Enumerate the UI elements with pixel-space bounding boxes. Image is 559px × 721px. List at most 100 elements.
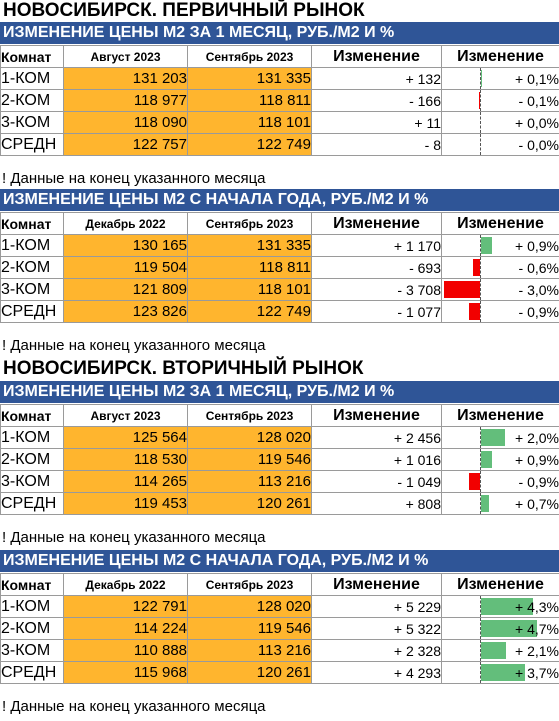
change-pct-cell: + 0,9% bbox=[441, 234, 559, 257]
databar-positive bbox=[481, 70, 483, 87]
databar-axis bbox=[480, 257, 481, 278]
room-type-cell: 3-КОМ bbox=[0, 278, 64, 301]
price-end-cell: 113 216 bbox=[187, 639, 312, 662]
price-end-cell: 118 101 bbox=[187, 278, 312, 301]
databar-positive bbox=[481, 642, 507, 659]
price-end-cell: 120 261 bbox=[187, 492, 312, 515]
change-abs-cell: - 1 049 bbox=[311, 470, 442, 493]
header-period-start: Август 2023 bbox=[63, 404, 188, 427]
table-row: 2-КОМ 118 530 119 546 + 1 016 + 0,9% bbox=[0, 448, 559, 471]
room-type-cell: 1-КОМ bbox=[0, 426, 64, 449]
table-subtitle: ИЗМЕНЕНИЕ ЦЕНЫ М2 С НАЧАЛА ГОДА, РУБ./М2… bbox=[0, 550, 559, 572]
price-start-cell: 118 530 bbox=[63, 448, 188, 471]
price-end-cell: 131 335 bbox=[187, 67, 312, 90]
price-start-cell: 119 453 bbox=[63, 492, 188, 515]
change-abs-cell: - 693 bbox=[311, 256, 442, 279]
price-start-cell: 115 968 bbox=[63, 661, 188, 684]
header-period-start: Август 2023 bbox=[63, 45, 188, 68]
room-type-cell: 1-КОМ bbox=[0, 67, 64, 90]
header-period-start: Декабрь 2022 bbox=[63, 212, 188, 235]
table-row: 1-КОМ 122 791 128 020 + 5 229 + 4,3% bbox=[0, 595, 559, 618]
header-row: Комнат Август 2023 Сентябрь 2023 Изменение И… bbox=[0, 45, 559, 68]
change-pct-cell: + 4,3% bbox=[441, 595, 559, 618]
table-subtitle: ИЗМЕНЕНИЕ ЦЕНЫ М2 ЗА 1 МЕСЯЦ, РУБ./М2 И … bbox=[0, 381, 559, 403]
change-abs-cell: - 1 077 bbox=[311, 300, 442, 323]
price-start-cell: 125 564 bbox=[63, 426, 188, 449]
change-abs-cell: - 3 708 bbox=[311, 278, 442, 301]
change-abs-cell: - 8 bbox=[311, 133, 442, 156]
change-pct-text: - 0,9% bbox=[518, 473, 559, 490]
change-abs-cell: + 808 bbox=[311, 492, 442, 515]
header-period-start: Декабрь 2022 bbox=[63, 573, 188, 596]
databar-axis bbox=[480, 112, 481, 133]
change-pct-text: - 3,0% bbox=[518, 281, 559, 298]
databar-negative bbox=[469, 303, 480, 320]
price-end-cell: 118 101 bbox=[187, 111, 312, 134]
price-start-cell: 121 809 bbox=[63, 278, 188, 301]
header-change-pct: Изменение bbox=[441, 45, 559, 68]
change-pct-text: + 0,0% bbox=[515, 114, 559, 131]
change-pct-cell: - 0,9% bbox=[441, 300, 559, 323]
price-end-cell: 120 261 bbox=[187, 661, 312, 684]
change-pct-text: + 3,7% bbox=[515, 664, 559, 681]
price-start-cell: 131 203 bbox=[63, 67, 188, 90]
table-subtitle: ИЗМЕНЕНИЕ ЦЕНЫ М2 ЗА 1 МЕСЯЦ, РУБ./М2 И … bbox=[0, 22, 559, 44]
price-start-cell: 122 757 bbox=[63, 133, 188, 156]
change-abs-cell: - 166 bbox=[311, 89, 442, 112]
price-end-cell: 128 020 bbox=[187, 426, 312, 449]
change-pct-text: + 0,7% bbox=[515, 495, 559, 512]
header-rooms: Комнат bbox=[0, 573, 64, 596]
price-start-cell: 118 977 bbox=[63, 89, 188, 112]
header-change-abs: Изменение bbox=[311, 45, 442, 68]
databar-axis bbox=[480, 640, 481, 661]
room-type-cell: 1-КОМ bbox=[0, 595, 64, 618]
price-end-cell: 128 020 bbox=[187, 595, 312, 618]
price-start-cell: 119 504 bbox=[63, 256, 188, 279]
databar-axis bbox=[480, 471, 481, 492]
change-pct-text: + 0,9% bbox=[515, 451, 559, 468]
change-abs-cell: + 132 bbox=[311, 67, 442, 90]
databar-axis bbox=[480, 427, 481, 448]
change-abs-cell: + 11 bbox=[311, 111, 442, 134]
change-pct-text: - 0,0% bbox=[518, 136, 559, 153]
change-abs-cell: + 2 456 bbox=[311, 426, 442, 449]
table-footnote: ! Данные на конец указанного месяца bbox=[2, 170, 266, 187]
databar-axis bbox=[480, 449, 481, 470]
header-change-pct: Изменение bbox=[441, 573, 559, 596]
table-row: СРЕДН 122 757 122 749- 8 - 0,0% bbox=[0, 133, 559, 156]
table-row: 3-КОМ 118 090 118 101 + 11 + 0,0% bbox=[0, 111, 559, 134]
header-change-abs: Изменение bbox=[311, 212, 442, 235]
room-type-cell: 2-КОМ bbox=[0, 448, 64, 471]
price-start-cell: 114 224 bbox=[63, 617, 188, 640]
change-pct-cell: + 2,1% bbox=[441, 639, 559, 662]
change-pct-text: + 4,3% bbox=[515, 598, 559, 615]
databar-positive bbox=[481, 495, 490, 512]
change-pct-text: + 2,1% bbox=[515, 642, 559, 659]
price-start-cell: 130 165 bbox=[63, 234, 188, 257]
section-title: НОВОСИБИРСК. ПЕРВИЧНЫЙ РЫНОК bbox=[3, 0, 365, 21]
room-type-cell: СРЕДН bbox=[0, 300, 64, 323]
price-table: Комнат Декабрь 2022 Сентябрь 2023 Изменение… bbox=[0, 573, 559, 684]
price-start-cell: 110 888 bbox=[63, 639, 188, 662]
price-end-cell: 118 811 bbox=[187, 89, 312, 112]
databar-negative bbox=[444, 281, 480, 298]
databar-positive bbox=[481, 664, 526, 681]
price-start-cell: 122 791 bbox=[63, 595, 188, 618]
table-footnote: ! Данные на конец указанного месяца bbox=[2, 529, 266, 546]
table-row: 3-КОМ 121 809 118 101- 3 708 - 3,0% bbox=[0, 278, 559, 301]
change-pct-text: + 0,9% bbox=[515, 237, 559, 254]
room-type-cell: 1-КОМ bbox=[0, 234, 64, 257]
section-title: НОВОСИБИРСК. ВТОРИЧНЫЙ РЫНОК bbox=[3, 358, 364, 379]
databar-axis bbox=[480, 301, 481, 322]
change-pct-cell: + 4,7% bbox=[441, 617, 559, 640]
header-row: Комнат Декабрь 2022 Сентябрь 2023 Изменение… bbox=[0, 212, 559, 235]
header-change-pct: Изменение bbox=[441, 212, 559, 235]
change-pct-cell: + 3,7% bbox=[441, 661, 559, 684]
change-abs-cell: + 5 322 bbox=[311, 617, 442, 640]
databar-positive bbox=[481, 429, 505, 446]
databar-axis bbox=[480, 493, 481, 514]
table-row: 2-КОМ 118 977 118 811- 166 - 0,1% bbox=[0, 89, 559, 112]
change-pct-text: - 0,9% bbox=[518, 303, 559, 320]
databar-axis bbox=[480, 134, 481, 155]
change-abs-cell: + 1 016 bbox=[311, 448, 442, 471]
